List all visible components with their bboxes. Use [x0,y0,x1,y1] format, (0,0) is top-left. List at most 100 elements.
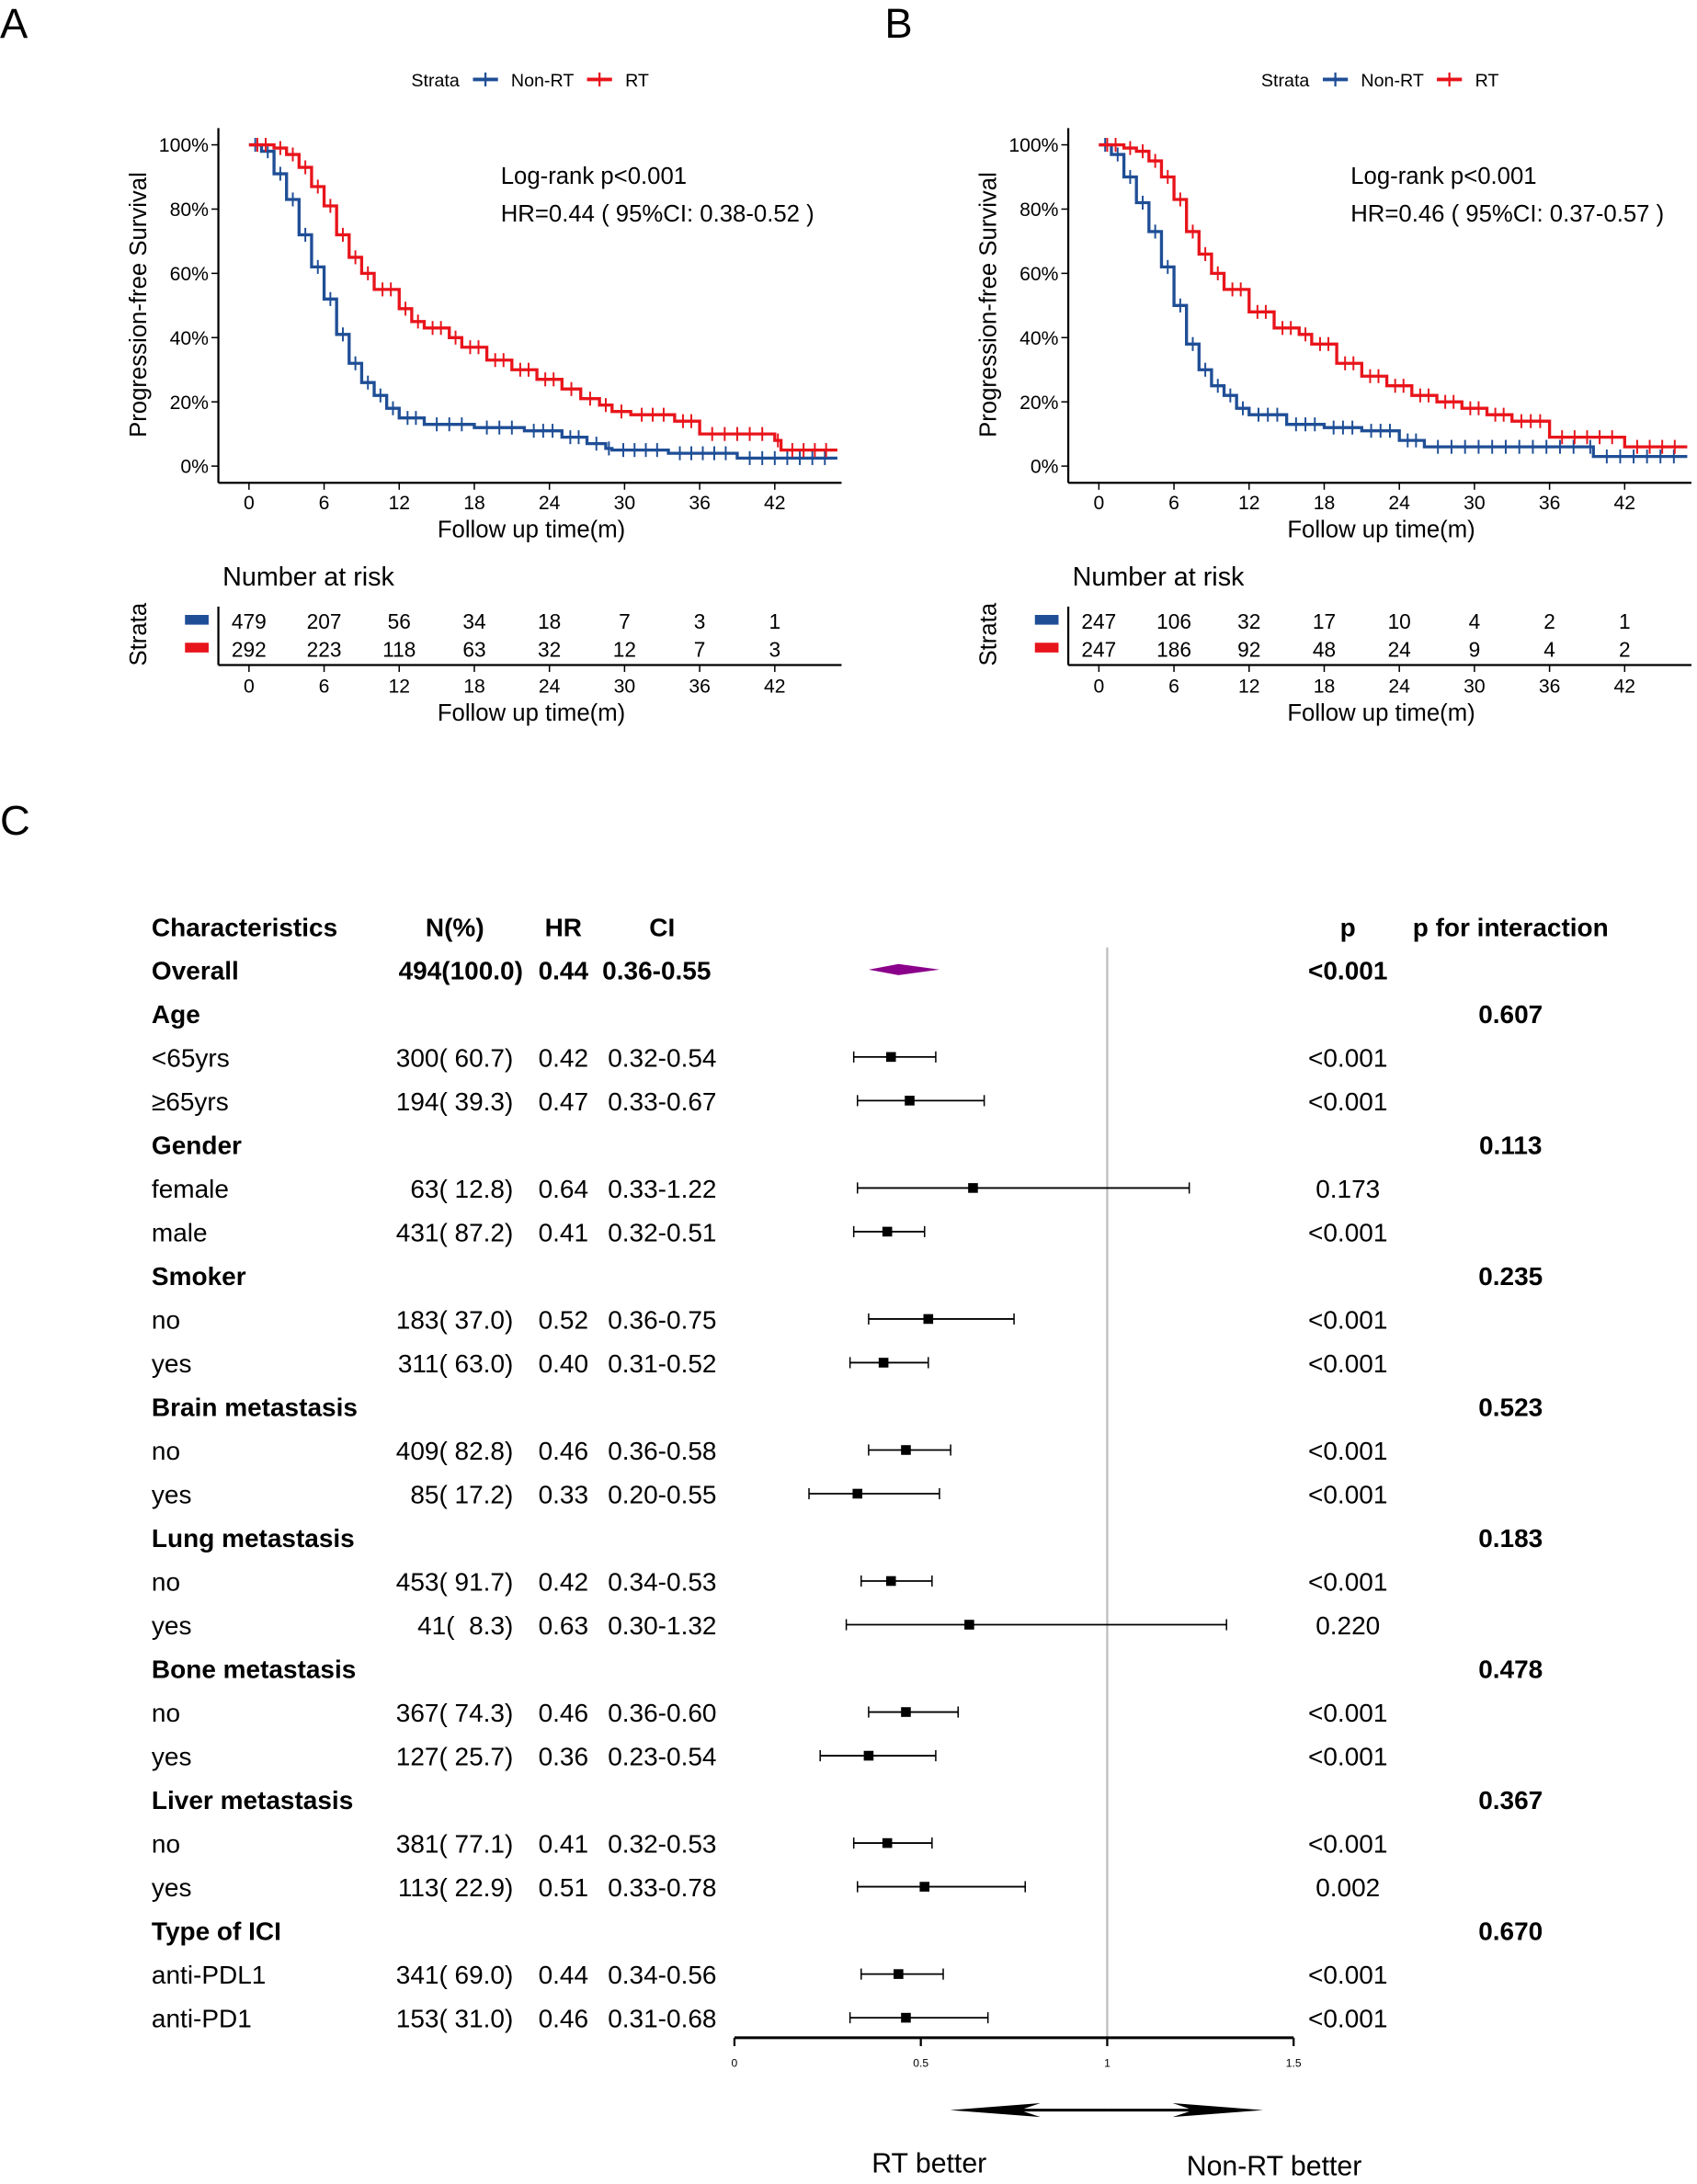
row-label: Gender [152,1131,242,1159]
row-hr: 0.47 [539,1087,588,1116]
forest-row-group: Bone metastasis 0.478 [152,1655,1543,1684]
risk-table-title: Number at risk [1073,563,1245,592]
risk-x-tick-label: 18 [463,677,485,698]
hr-point [882,1837,893,1848]
km-curve-non-rt [248,142,837,461]
row-ci: 0.20-0.55 [608,1481,716,1509]
legend-item-rt: RT [587,71,649,91]
hr-point [901,1707,911,1717]
risk-x-tick-label: 18 [1314,677,1336,698]
risk-x-tick-label: 24 [1388,677,1410,698]
row-label: male [152,1219,208,1247]
risk-table-cell: 7 [694,637,706,661]
row-n: 367( 74.3) [396,1699,514,1727]
risk-x-tick-label: 36 [689,677,711,698]
legend-item-rt: RT [1437,71,1498,91]
forest-row-sub: ≥65yrs 194( 39.3) 0.47 0.33-0.67 <0.001 [152,1087,1387,1116]
forest-row-group: Liver metastasis 0.367 [152,1786,1543,1814]
hr-point [863,1750,874,1761]
legend-label: RT [625,71,649,91]
forest-x-tick-label: 0.5 [913,2057,928,2070]
row-hr: 0.44 [539,1961,588,1989]
hr-point [968,1183,978,1193]
risk-x-tick-label: 6 [1168,677,1179,698]
header-n: N(%) [426,914,484,942]
row-n: 153( 31.0) [396,2005,514,2033]
row-p: <0.001 [1308,1219,1387,1247]
forest-row-sub: yes 311( 63.0) 0.40 0.31-0.52 <0.001 [152,1349,1387,1378]
row-n: 183( 37.0) [396,1306,514,1335]
legend-title: Strata [411,71,460,91]
row-ci: 0.32-0.51 [608,1219,716,1247]
risk-table-cell: 4 [1543,637,1555,661]
row-label: yes [152,1743,192,1771]
row-p-interaction: 0.235 [1478,1262,1543,1291]
row-ci: 0.30-1.32 [608,1611,716,1640]
hr-point [885,1052,896,1063]
risk-table-cell: 12 [613,637,636,661]
forest-x-tick-label: 0 [732,2057,738,2070]
hr-point [919,1882,930,1892]
row-ci: 0.32-0.54 [608,1043,716,1072]
y-tick-label: 0% [1031,457,1059,478]
risk-table-cell: 3 [769,637,780,661]
legend-item-non-rt: Non-RT [473,71,574,91]
row-ci: 0.32-0.53 [608,1830,716,1859]
x-tick-label: 42 [764,493,786,514]
risk-table-cell: 2 [1619,637,1631,661]
row-hr: 0.46 [539,1699,588,1727]
row-p: <0.001 [1308,1306,1387,1335]
row-label: no [152,1437,180,1465]
row-p-interaction: 0.523 [1478,1393,1543,1422]
forest-row-sub: yes 127( 25.7) 0.36 0.23-0.54 <0.001 [152,1743,1387,1771]
risk-table-cell: 63 [462,637,485,661]
row-p: 0.220 [1315,1611,1380,1640]
row-p: <0.001 [1308,1481,1387,1509]
risk-x-tick-label: 6 [319,677,330,698]
forest-x-tick-label: 1 [1104,2057,1110,2070]
row-n: 311( 63.0) [398,1349,514,1378]
row-hr: 0.40 [539,1349,588,1378]
row-hr: 0.42 [539,1043,588,1072]
row-hr: 0.46 [539,2005,588,2033]
forest-row-sub: anti-PDL1 341( 69.0) 0.44 0.34-0.56 <0.001 [152,1961,1387,1989]
forest-row-sub: yes 113( 22.9) 0.51 0.33-0.78 0.002 [152,1873,1380,1902]
row-p: <0.001 [1308,956,1387,984]
row-ci: 0.33-0.67 [608,1087,716,1116]
y-tick-label: 60% [170,264,210,285]
hr-point [964,1620,974,1630]
forest-row-sub: no 381( 77.1) 0.41 0.32-0.53 <0.001 [152,1830,1387,1859]
row-label: yes [152,1873,192,1902]
forest-row-sub: anti-PD1 153( 31.0) 0.46 0.31-0.68 <0.001 [152,2005,1387,2033]
row-ci: 0.36-0.58 [608,1437,716,1465]
forest-row-group: Age 0.607 [152,1000,1543,1029]
risk-table-strata-label: Strata [975,602,1001,665]
header-characteristics: Characteristics [152,914,337,942]
forest-row-group: Lung metastasis 0.183 [152,1524,1543,1553]
row-hr: 0.51 [539,1873,588,1902]
x-tick-label: 30 [614,493,636,514]
forest-row-sub: male 431( 87.2) 0.41 0.32-0.51 <0.001 [152,1219,1387,1247]
risk-table-cell: 292 [232,637,267,661]
forest-x-tick-label: 1.5 [1286,2057,1302,2070]
risk-table-cell: 7 [619,609,631,633]
row-label: no [152,1306,180,1335]
x-tick-label: 18 [463,493,485,514]
x-tick-label: 18 [1314,493,1336,514]
header-ci: CI [649,914,675,942]
hr-annotation: HR=0.44 ( 95%CI: 0.38-0.52 ) [501,201,814,227]
row-ci: 0.36-0.75 [608,1306,716,1335]
risk-x-tick-label: 12 [388,677,410,698]
row-n: 381( 77.1) [396,1830,514,1859]
row-label: anti-PD1 [152,2005,252,2033]
risk-table-cell: 3 [694,609,706,633]
hr-point [923,1314,934,1325]
risk-table-cell: 118 [382,637,416,661]
risk-table-strata-label: Strata [126,602,152,665]
risk-x-tick-label: 12 [1238,677,1260,698]
x-tick-label: 42 [1614,493,1636,514]
km-plot-a: Strata Non-RT RT 0% 20% 40% 60% 80% 100% 0 6 12 18 24… [126,71,842,726]
row-n: 127( 25.7) [396,1743,514,1771]
row-ci: 0.36-0.55 [602,956,711,984]
header-p: p [1340,914,1356,942]
